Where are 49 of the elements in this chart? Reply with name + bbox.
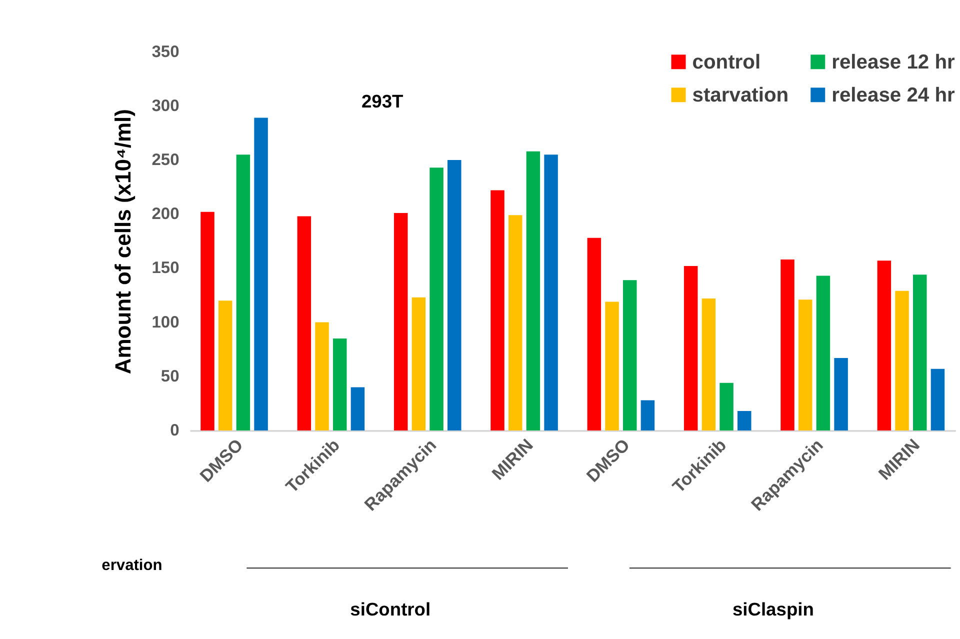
bar xyxy=(895,290,909,430)
y-tick-label: 0 xyxy=(170,422,180,440)
legend-label: control xyxy=(692,51,761,74)
bar xyxy=(684,266,698,430)
text: ervation xyxy=(102,556,162,574)
legend-label: release 12 hr xyxy=(832,51,956,74)
legend-label: release 24 hr xyxy=(832,84,956,106)
bar xyxy=(877,260,892,430)
bar xyxy=(738,411,752,430)
bar xyxy=(640,400,655,430)
bar xyxy=(702,298,716,430)
bar xyxy=(508,215,522,430)
bar xyxy=(622,280,637,430)
y-tick-label: 350 xyxy=(152,42,180,61)
bar xyxy=(816,276,830,430)
bar xyxy=(200,212,214,430)
bar xyxy=(798,300,812,430)
bar xyxy=(218,300,232,430)
y-tick-label: 200 xyxy=(152,205,180,224)
bar xyxy=(332,338,347,430)
bar xyxy=(930,368,945,430)
bar xyxy=(526,151,540,430)
bar xyxy=(490,190,504,430)
bar xyxy=(912,274,927,430)
legend-label: starvation xyxy=(692,84,789,106)
bar xyxy=(544,154,558,430)
bar xyxy=(430,168,444,430)
text: siClaspin xyxy=(732,598,814,620)
y-tick-label: 250 xyxy=(152,151,180,170)
bar xyxy=(447,160,462,430)
bar xyxy=(315,322,329,430)
bar xyxy=(720,382,734,430)
bar xyxy=(350,387,365,430)
bar xyxy=(236,154,250,430)
y-tick-label: 100 xyxy=(152,313,180,332)
text: 293T xyxy=(361,90,404,112)
y-tick-label: 150 xyxy=(152,259,180,278)
bar xyxy=(394,213,408,430)
bar xyxy=(297,216,312,430)
y-tick-label: 50 xyxy=(160,367,180,386)
y-tick-label: 300 xyxy=(152,96,180,115)
bar xyxy=(605,302,619,430)
text: siControl xyxy=(350,598,431,620)
bar xyxy=(834,358,848,430)
bar xyxy=(254,118,268,430)
bar xyxy=(780,260,794,430)
bar xyxy=(587,238,602,430)
y-axis-title: Amount of cells (x10⁴/ml) xyxy=(110,109,136,374)
bar xyxy=(412,297,426,430)
